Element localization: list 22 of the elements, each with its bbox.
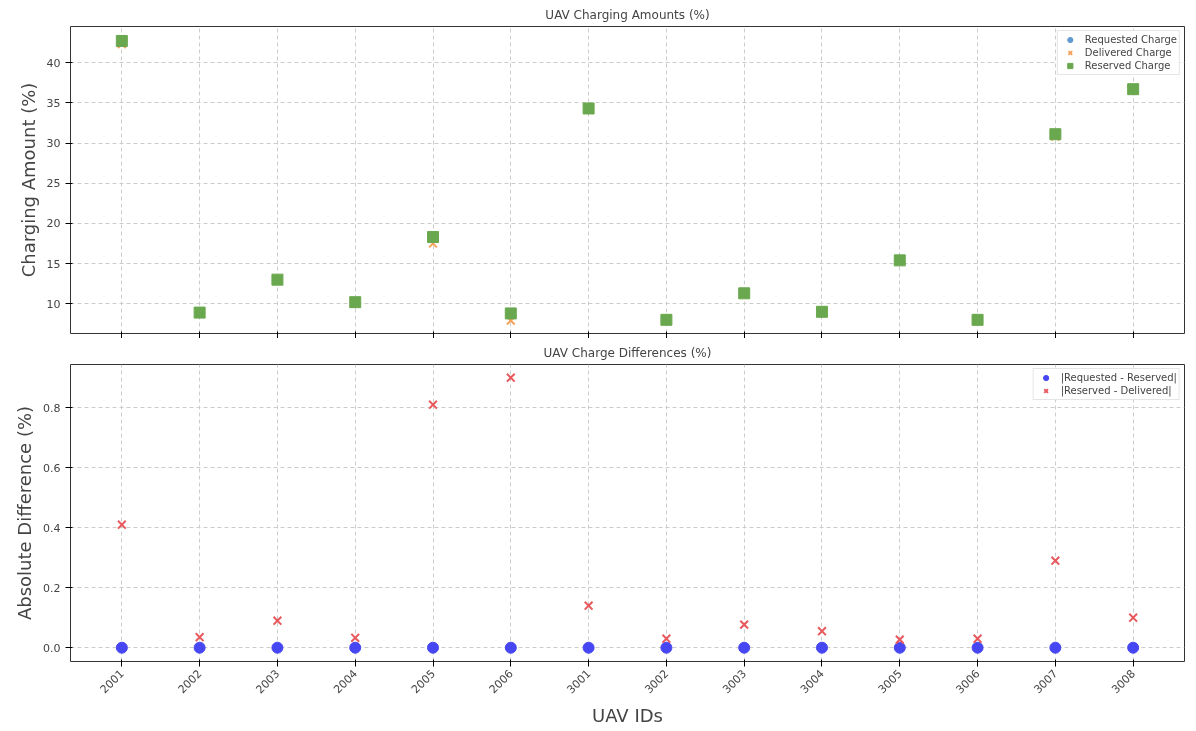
y-tick-label: 10	[46, 297, 61, 311]
y-tick-label: 20	[46, 217, 61, 231]
y-tick-label: 25	[46, 177, 61, 191]
y-tick-label: 15	[46, 257, 61, 271]
y-tick-label: 0.4	[43, 521, 61, 535]
y-axis-title: Absolute Difference (%)	[14, 405, 36, 621]
legend-label: Reserved Charge	[1084, 59, 1171, 72]
y-tick-label: 40	[46, 56, 61, 70]
y-axis-title: Charging Amount (%)	[17, 82, 39, 278]
legend-label: Delivered Charge	[1084, 46, 1172, 59]
x-axis-title: UAV IDs	[592, 704, 663, 726]
y-tick-label: 0.8	[43, 401, 61, 415]
y-tick-label: 0.0	[43, 641, 61, 655]
y-tick-label: 0.6	[43, 461, 61, 475]
legend-label: |Reserved - Delivered|	[1060, 384, 1172, 397]
legend-label: |Requested - Reserved|	[1060, 371, 1177, 384]
chart-title: UAV Charging Amounts (%)	[545, 7, 710, 22]
y-tick-label: 30	[46, 137, 61, 151]
y-tick-label: 0.2	[43, 581, 61, 595]
y-tick-label: 35	[46, 96, 61, 110]
chart-title: UAV Charge Differences (%)	[543, 345, 712, 360]
legend-label: Requested Charge	[1084, 33, 1177, 46]
